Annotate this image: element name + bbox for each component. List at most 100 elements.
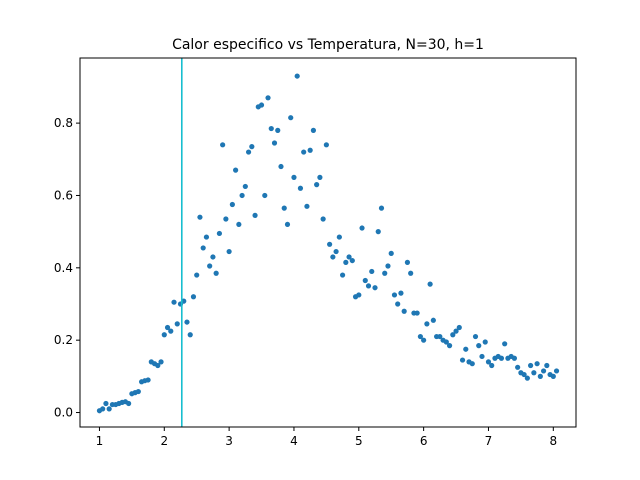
data-point bbox=[450, 332, 456, 338]
data-point bbox=[297, 185, 304, 191]
data-point bbox=[320, 216, 326, 222]
data-point bbox=[330, 254, 336, 260]
data-point bbox=[184, 319, 190, 325]
data-point bbox=[343, 259, 349, 265]
data-point bbox=[258, 102, 265, 108]
data-point bbox=[356, 292, 362, 298]
data-point bbox=[388, 250, 394, 256]
data-point bbox=[521, 371, 527, 378]
data-point bbox=[349, 257, 355, 264]
data-point bbox=[417, 333, 423, 340]
data-point bbox=[268, 125, 274, 132]
data-point bbox=[524, 375, 530, 381]
data-point bbox=[207, 263, 213, 269]
data-point bbox=[262, 192, 268, 199]
data-point bbox=[550, 373, 556, 379]
data-point bbox=[498, 355, 505, 361]
data-point bbox=[408, 270, 414, 276]
data-point bbox=[294, 73, 300, 79]
data-point bbox=[472, 333, 479, 340]
data-point bbox=[372, 285, 378, 291]
y-tick-label: 0.2 bbox=[54, 333, 73, 347]
x-tick-label: 6 bbox=[420, 434, 428, 448]
data-point bbox=[155, 362, 161, 369]
data-point bbox=[511, 355, 518, 361]
data-point bbox=[430, 317, 436, 323]
x-tick-label: 7 bbox=[485, 434, 493, 448]
data-point bbox=[281, 205, 287, 211]
data-point bbox=[252, 212, 258, 218]
data-point bbox=[369, 268, 375, 275]
data-point bbox=[106, 406, 112, 412]
data-point bbox=[385, 263, 391, 269]
data-point bbox=[301, 149, 307, 155]
data-point bbox=[323, 142, 329, 148]
data-point bbox=[145, 377, 151, 383]
data-point bbox=[229, 201, 235, 208]
data-point bbox=[220, 142, 226, 148]
points-layer bbox=[96, 73, 560, 414]
x-tick-label: 4 bbox=[290, 434, 298, 448]
data-point bbox=[365, 283, 372, 289]
data-point bbox=[424, 321, 430, 327]
data-point bbox=[223, 216, 229, 222]
data-point bbox=[171, 299, 177, 305]
data-point bbox=[401, 308, 407, 314]
data-point bbox=[404, 259, 411, 265]
data-point bbox=[187, 332, 193, 338]
data-point bbox=[236, 221, 242, 228]
y-tick-label: 0.6 bbox=[54, 188, 73, 202]
data-point bbox=[443, 339, 449, 345]
data-point bbox=[249, 144, 255, 150]
data-point bbox=[164, 324, 171, 331]
data-point bbox=[197, 214, 203, 220]
data-point bbox=[459, 357, 466, 363]
data-point bbox=[210, 254, 216, 260]
x-tick-label: 1 bbox=[96, 434, 104, 448]
data-point bbox=[333, 248, 339, 255]
data-point bbox=[437, 333, 443, 340]
data-point bbox=[346, 254, 352, 260]
data-point bbox=[395, 301, 401, 307]
data-point bbox=[476, 343, 482, 349]
data-point bbox=[103, 400, 109, 407]
data-point bbox=[284, 221, 291, 228]
data-point bbox=[489, 362, 495, 369]
data-point bbox=[233, 167, 239, 173]
data-point bbox=[213, 270, 219, 276]
data-point bbox=[398, 290, 404, 296]
data-point bbox=[515, 364, 521, 370]
y-tick-label: 0.4 bbox=[54, 261, 73, 275]
data-point bbox=[288, 115, 294, 121]
data-point bbox=[359, 225, 365, 231]
data-point bbox=[314, 182, 320, 188]
data-point bbox=[414, 310, 420, 316]
data-point bbox=[168, 328, 174, 334]
data-point bbox=[485, 359, 492, 365]
data-point bbox=[200, 245, 206, 251]
x-tick-label: 2 bbox=[160, 434, 168, 448]
ticks-layer: 1 2 3 4 5 6 7 8 0.0 0.2 0.4 0.6 0.8 bbox=[54, 116, 557, 448]
data-point bbox=[239, 192, 245, 199]
data-point bbox=[203, 234, 210, 240]
data-point bbox=[463, 346, 469, 352]
data-point bbox=[245, 149, 252, 155]
data-point bbox=[158, 359, 164, 365]
data-point bbox=[391, 292, 398, 298]
data-point bbox=[382, 270, 388, 276]
data-point bbox=[502, 341, 508, 347]
x-tick-label: 5 bbox=[355, 434, 363, 448]
x-tick-label: 3 bbox=[225, 434, 233, 448]
data-point bbox=[190, 294, 197, 300]
data-point bbox=[553, 368, 560, 374]
data-point bbox=[310, 127, 317, 133]
data-point bbox=[291, 174, 297, 180]
data-point bbox=[135, 388, 141, 395]
x-tick-label: 8 bbox=[549, 434, 557, 448]
data-point bbox=[161, 332, 167, 338]
data-point bbox=[126, 400, 132, 407]
data-point bbox=[216, 230, 222, 237]
data-point bbox=[378, 205, 385, 211]
